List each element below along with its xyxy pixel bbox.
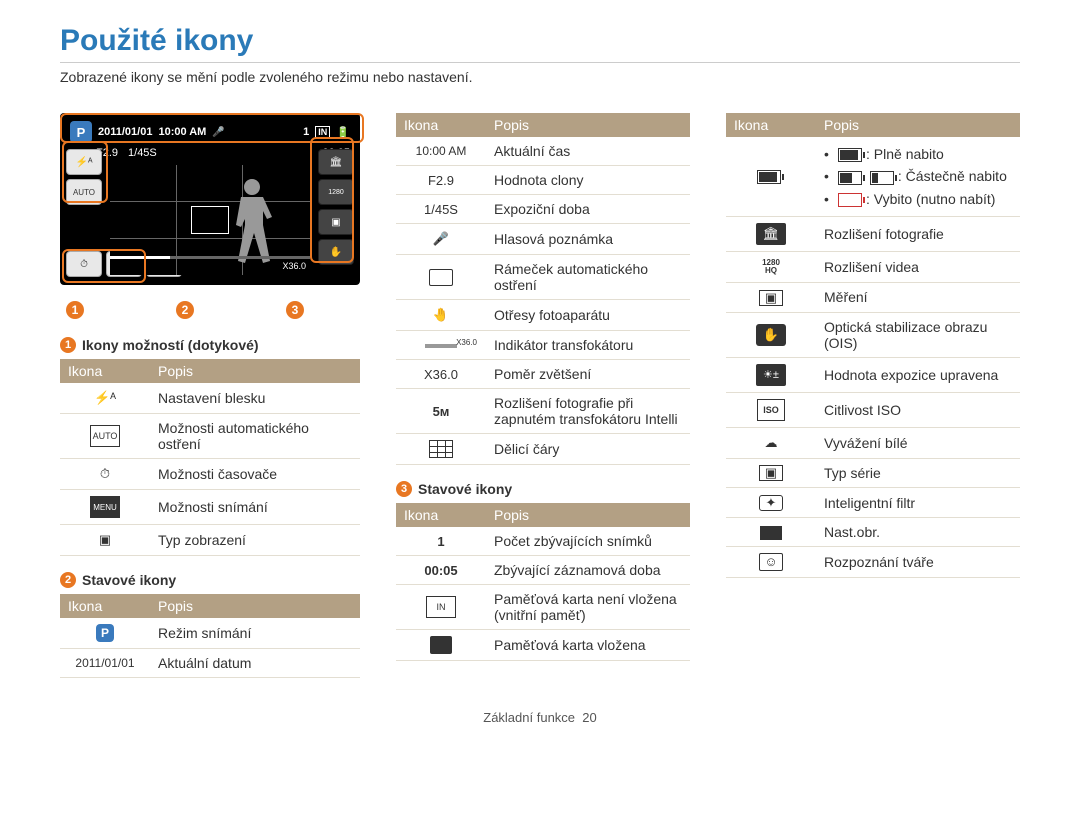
disp-icon: ▣: [94, 531, 116, 549]
shake-icon: 🤚: [430, 306, 452, 324]
callout-2: 2: [176, 301, 194, 319]
zoom-indicator-icon: X36.0: [425, 344, 457, 348]
time-icon: 10:00 AM: [396, 137, 486, 166]
aperture-icon: F2.9: [396, 166, 486, 195]
wb-icon: ☁: [760, 434, 782, 452]
intelli-res-icon: 5ᴍ: [430, 402, 452, 420]
video-res-icon: 1280HQ: [760, 258, 782, 276]
sec3-num: 3: [396, 481, 412, 497]
shutter-icon: 1/45S: [396, 195, 486, 224]
mode-p-icon: P: [96, 624, 114, 642]
sec1-num: 1: [60, 337, 76, 353]
table-4: IkonaPopis : Plně nabito : Částečně nabi…: [726, 113, 1020, 578]
footer-text: Základní funkce: [483, 710, 575, 725]
table-2a: IkonaPopis PRežim snímání 2011/01/01Aktu…: [60, 594, 360, 678]
sec3-title: Stavové ikony: [418, 481, 512, 497]
flash-icon: ⚡ᴬ: [94, 389, 116, 407]
filter-icon: ✦: [759, 495, 783, 511]
focus-box-icon: [429, 269, 453, 286]
batt-empty-line: : Vybito (nutno nabít): [824, 188, 1012, 210]
exposure-icon: ☀±: [756, 364, 786, 386]
auto-icon: AUTO: [90, 425, 121, 447]
timer-icon: ⏱: [94, 465, 116, 483]
footer-page: 20: [582, 710, 596, 725]
mic-icon: 🎤: [430, 230, 452, 248]
rectime-icon: 00:05: [396, 556, 486, 585]
batt-part-line: : Částečně nabito: [824, 165, 1012, 187]
photo-res-icon: 🏛: [756, 223, 786, 245]
menu-icon: MENU: [90, 496, 120, 518]
metering-icon: ▣: [759, 290, 783, 306]
callout-1: 1: [66, 301, 84, 319]
date-icon: 2011/01/01: [60, 649, 150, 678]
cam-zoom: X36.0: [282, 261, 306, 271]
silhouette-icon: [222, 175, 282, 265]
burst-icon: ▣: [759, 465, 783, 481]
count-icon: 1: [396, 527, 486, 556]
cam-shutter: 1/45S: [128, 147, 157, 159]
table-3: IkonaPopis 1Počet zbývajících snímků 00:…: [396, 503, 690, 661]
batt-full-line: : Plně nabito: [824, 143, 1012, 165]
card-icon: [430, 636, 452, 654]
page-title: Použité ikony: [60, 24, 1020, 63]
zoom-ratio-icon: X36.0: [396, 360, 486, 389]
table-1: IkonaPopis ⚡ᴬNastavení blesku AUTOMožnos…: [60, 359, 360, 556]
sec1-title: Ikony možností (dotykové): [82, 337, 259, 353]
ois-icon: ✋: [756, 324, 786, 346]
face-icon: ☺: [759, 553, 783, 571]
table-2b: IkonaPopis 10:00 AMAktuální čas F2.9Hodn…: [396, 113, 690, 465]
sec2-num: 2: [60, 572, 76, 588]
grid-lines-icon: [429, 440, 453, 458]
callout-3: 3: [286, 301, 304, 319]
imgadj-icon: [760, 526, 782, 540]
internal-mem-icon: IN: [426, 596, 456, 618]
subtitle: Zobrazené ikony se mění podle zvoleného …: [60, 69, 1020, 85]
battery-icon: [757, 170, 781, 184]
iso-icon: ISO: [757, 399, 785, 421]
camera-screen-mock: P 2011/01/01 10:00 AM 🎤 1 IN 🔋 F2.9 1/45…: [60, 113, 360, 285]
sec2-title: Stavové ikony: [82, 572, 176, 588]
